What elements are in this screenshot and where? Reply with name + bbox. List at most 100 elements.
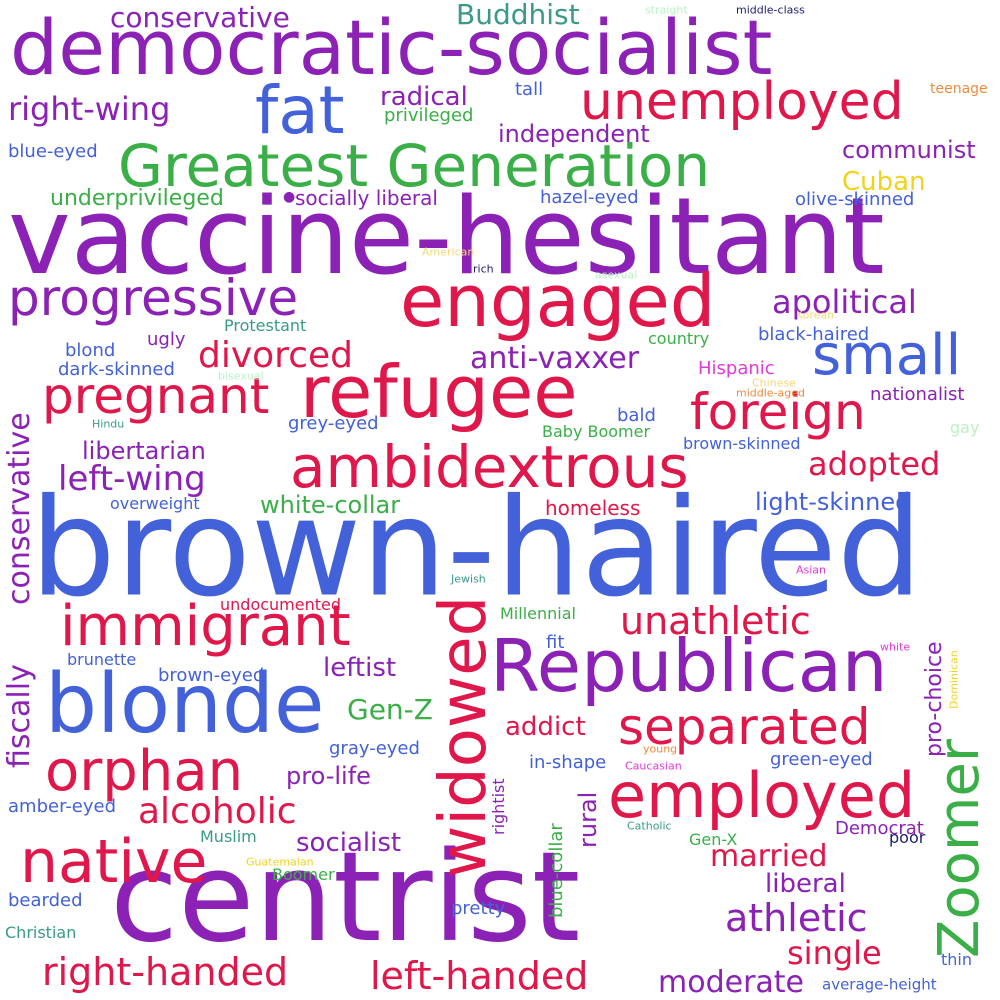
word-left-handed: left-handed <box>370 954 589 998</box>
word-bald: bald <box>617 405 656 426</box>
word-young: young <box>643 742 678 756</box>
word-athletic: athletic <box>725 896 868 940</box>
word-buddhist: Buddhist <box>456 0 580 31</box>
word-left-wing: left-wing <box>58 459 206 499</box>
word-independent: independent <box>498 120 650 148</box>
word-native: native <box>20 827 208 897</box>
word-pretty: pretty <box>451 898 506 919</box>
word-engaged: engaged <box>400 259 716 343</box>
word-greatest-generation: Greatest Generation <box>118 132 711 200</box>
word-middle-aged: middle-aged <box>736 386 806 400</box>
word-dark-skinned: dark-skinned <box>58 359 175 380</box>
word-gay: gay <box>950 418 980 437</box>
word-rural: rural <box>574 791 602 848</box>
word-pro-choice: pro-choice <box>922 641 947 757</box>
word-black-haired: black-haired <box>758 324 870 345</box>
word-olive-skinned: olive-skinned <box>795 189 915 210</box>
word-blonde: blonde <box>45 657 325 752</box>
word-teenage: teenage <box>930 81 988 97</box>
word-ugly: ugly <box>147 329 186 350</box>
word-moderate: moderate <box>658 965 805 1000</box>
word-protestant: Protestant <box>224 316 307 335</box>
word-progressive: progressive <box>8 269 299 327</box>
word-separated: separated <box>618 698 871 756</box>
word-brown-eyed: brown-eyed <box>158 665 265 686</box>
word-foreign: foreign <box>690 383 866 441</box>
word-republican: Republican <box>490 624 888 708</box>
word-widowed: widowed <box>427 595 501 878</box>
word-bearded: bearded <box>8 890 83 911</box>
word-millennial: Millennial <box>500 604 576 623</box>
word-blue-eyed: blue-eyed <box>8 141 98 162</box>
word-conservative-top: conservative <box>110 1 290 34</box>
word-immigrant: immigrant <box>60 594 351 659</box>
word-single: single <box>787 934 882 972</box>
word-country: country <box>648 329 710 348</box>
word-gen-z: Gen-Z <box>347 693 433 726</box>
word-conservative-vertical: conservative <box>2 412 37 605</box>
word-asexual: asexual <box>595 268 638 282</box>
word-fat: fat <box>255 72 345 149</box>
word-fit: fit <box>546 632 565 653</box>
word-baby-boomer: Baby Boomer <box>542 422 651 441</box>
word-straight: straight <box>645 3 688 17</box>
word-married: married <box>710 839 828 874</box>
word-small: small <box>812 323 962 388</box>
word-homeless: homeless <box>545 496 641 520</box>
word-american: American <box>422 245 475 259</box>
word-rightist: rightist <box>489 778 508 835</box>
word-unathletic: unathletic <box>620 599 811 643</box>
word-white: white <box>880 640 911 654</box>
word-centrist: centrist <box>110 826 581 970</box>
word-ambidextrous: ambidextrous <box>290 433 689 501</box>
word-orphan: orphan <box>45 739 244 804</box>
word-asian: Asian <box>796 563 827 577</box>
word-communist: communist <box>842 136 976 164</box>
word-grey-eyed: grey-eyed <box>288 413 379 434</box>
word-light-skinned: light-skinned <box>755 488 911 516</box>
word-cuban: Cuban <box>842 167 926 197</box>
word-green-eyed: green-eyed <box>770 749 873 770</box>
word-brown-haired: brown-haired <box>30 469 923 627</box>
word-amber-eyed: amber-eyed <box>8 796 117 817</box>
word-dominican: Dominican <box>947 650 961 709</box>
word-adopted: adopted <box>808 445 941 483</box>
word-pregnant: pregnant <box>42 367 270 425</box>
word-bisexual: bisexual <box>218 369 264 383</box>
word-gen-x: Gen-X <box>689 830 738 849</box>
word-apolitical: apolitical <box>772 283 917 321</box>
dot-glyph: ● <box>283 189 296 205</box>
word-employed: employed <box>608 759 916 832</box>
word-boomer: Boomer <box>272 865 335 884</box>
word-tall: tall <box>515 79 544 100</box>
word-liberal: liberal <box>765 869 846 899</box>
word-hazel-eyed: hazel-eyed <box>540 187 639 208</box>
word-refugee: refugee <box>300 350 578 434</box>
word-hispanic: Hispanic <box>698 358 775 379</box>
word-muslim: Muslim <box>200 827 257 846</box>
word-democrat: Democrat <box>835 818 924 839</box>
word-white-collar: white-collar <box>260 491 401 519</box>
word-anti-vaxxer: anti-vaxxer <box>470 341 640 376</box>
word-undocumented: undocumented <box>220 595 342 614</box>
word-brunette: brunette <box>67 650 137 669</box>
word-caucasian: Caucasian <box>625 759 682 773</box>
word-in-shape: in-shape <box>529 752 607 773</box>
word-blue-collar: blue-collar <box>546 823 567 918</box>
word-vaccine-hesitant: vaccine-hesitant <box>8 175 885 298</box>
word-average-height: average-height <box>822 975 937 994</box>
word-addict: addict <box>505 712 586 742</box>
word-thin: thin <box>941 950 972 969</box>
word-socialist: socialist <box>296 828 402 858</box>
word-divorced: divorced <box>198 335 353 376</box>
word-unemployed: unemployed <box>580 72 904 132</box>
word-privileged: privileged <box>384 105 474 126</box>
word-libertarian: libertarian <box>82 437 206 465</box>
word-chinese: Chinese <box>752 376 796 390</box>
word-hindu: Hindu <box>92 417 125 431</box>
word-democratic-socialist: democratic-socialist <box>10 3 773 92</box>
word-leftist: leftist <box>323 653 397 683</box>
word-nationalist: nationalist <box>870 384 965 405</box>
word-underprivileged: underprivileged <box>50 186 224 211</box>
